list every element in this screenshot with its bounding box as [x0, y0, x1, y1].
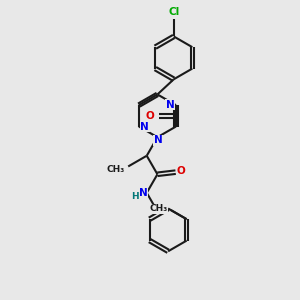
Text: N: N [139, 188, 148, 198]
Text: N: N [154, 135, 162, 145]
Text: O: O [146, 111, 155, 121]
Text: N: N [140, 122, 149, 131]
Text: H: H [131, 192, 139, 201]
Text: CH₃: CH₃ [149, 204, 167, 213]
Text: O: O [177, 166, 185, 176]
Text: Cl: Cl [168, 7, 179, 17]
Text: N: N [166, 100, 174, 110]
Text: CH₃: CH₃ [107, 165, 125, 174]
